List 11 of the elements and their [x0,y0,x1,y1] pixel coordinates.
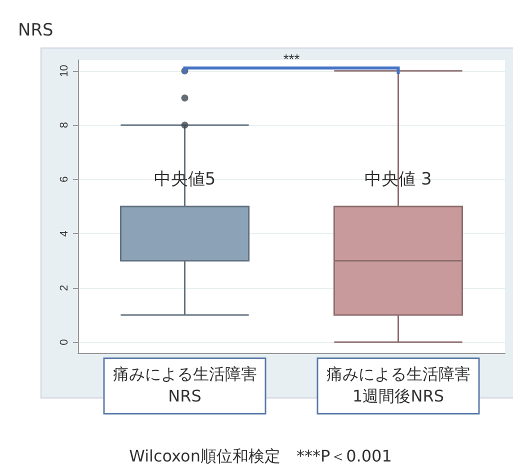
y-tick-label: 8 [58,122,70,128]
y-tick-label: 4 [58,230,70,237]
y-tick-label: 10 [58,64,70,77]
x-tick-label: 痛みによる生活障害 1週間後NRS [326,364,470,406]
text: Wilcoxon順位和検定 ***P＜0.001 [129,446,392,465]
y-tick-label: 2 [58,284,70,291]
y-axis-title: NRS [18,20,54,40]
y-tick-label: 6 [58,176,70,182]
x-tick-label: 痛みによる生活障害 NRS [112,364,257,406]
y-tick-label: 0 [58,339,70,346]
annotation: *** [283,51,300,67]
